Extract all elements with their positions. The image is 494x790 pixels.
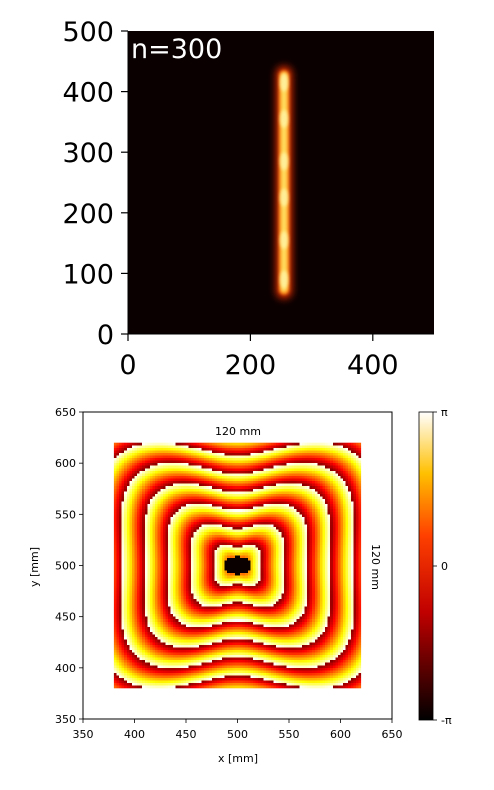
- y-tick-label: 350: [55, 713, 76, 726]
- x-tick-label: 650: [382, 728, 403, 741]
- x-tick-label: 400: [124, 728, 145, 741]
- x-tick-label: 450: [176, 728, 197, 741]
- y-tick-label: 400: [55, 662, 76, 675]
- colorbar-tick-label: 0: [441, 560, 448, 573]
- x-tick-label: 400: [347, 350, 399, 381]
- iteration-label: n=300: [131, 34, 222, 65]
- beam-bright-spot: [280, 231, 289, 250]
- x-tick-label: 350: [73, 728, 94, 741]
- beam-bright-spot: [280, 109, 289, 128]
- beam-bright-spot: [280, 188, 289, 207]
- y-tick-label: 100: [62, 259, 114, 290]
- bright-line-beam: [276, 66, 293, 299]
- y-axis-label: y [mm]: [28, 547, 41, 587]
- y-tick-label: 500: [55, 560, 76, 573]
- y-tick-label: 600: [55, 457, 76, 470]
- colorbar-ticks: π 0 -π: [433, 406, 452, 727]
- beam-bright-spot: [280, 270, 289, 289]
- x-tick-label: 0: [119, 350, 136, 381]
- bottom-phase-panel: 350 400 450 500 550 600 650 350 400 450 500 550 600…: [28, 406, 452, 765]
- y-tick-group: 350 400 450 500 550 600 650: [55, 406, 83, 726]
- x-axis-label: x [mm]: [218, 752, 258, 765]
- x-tick-group: 0 200 400: [119, 334, 399, 381]
- x-tick-label: 500: [227, 728, 248, 741]
- colorbar-tick-label: π: [441, 406, 448, 419]
- y-tick-label: 0: [97, 320, 114, 351]
- width-dimension-label: 120 mm: [215, 425, 261, 438]
- colorbar: [418, 411, 434, 721]
- beam-core: [281, 73, 287, 292]
- height-dimension-label: 120 mm: [369, 544, 382, 590]
- colorbar-tick-label: -π: [441, 714, 452, 727]
- x-tick-label: 200: [225, 350, 277, 381]
- top-heatmap-panel: 0 200 400 0 100 200 300 400 500 n=300: [62, 17, 434, 381]
- x-tick-label: 600: [330, 728, 351, 741]
- y-tick-label: 650: [55, 406, 76, 419]
- y-tick-group: 0 100 200 300 400 500: [62, 17, 128, 351]
- y-tick-label: 450: [55, 611, 76, 624]
- beam-bright-spot: [280, 152, 289, 171]
- y-tick-label: 200: [62, 199, 114, 230]
- y-tick-label: 500: [62, 17, 114, 48]
- beam-bright-spot: [280, 73, 289, 92]
- x-tick-group: 350 400 450 500 550 600 650: [73, 719, 403, 741]
- phase-raster: [113, 442, 362, 689]
- y-tick-label: 300: [62, 138, 114, 169]
- y-tick-label: 400: [62, 78, 114, 109]
- x-tick-label: 550: [279, 728, 300, 741]
- phase-pattern: [113, 442, 362, 689]
- y-tick-label: 550: [55, 508, 76, 521]
